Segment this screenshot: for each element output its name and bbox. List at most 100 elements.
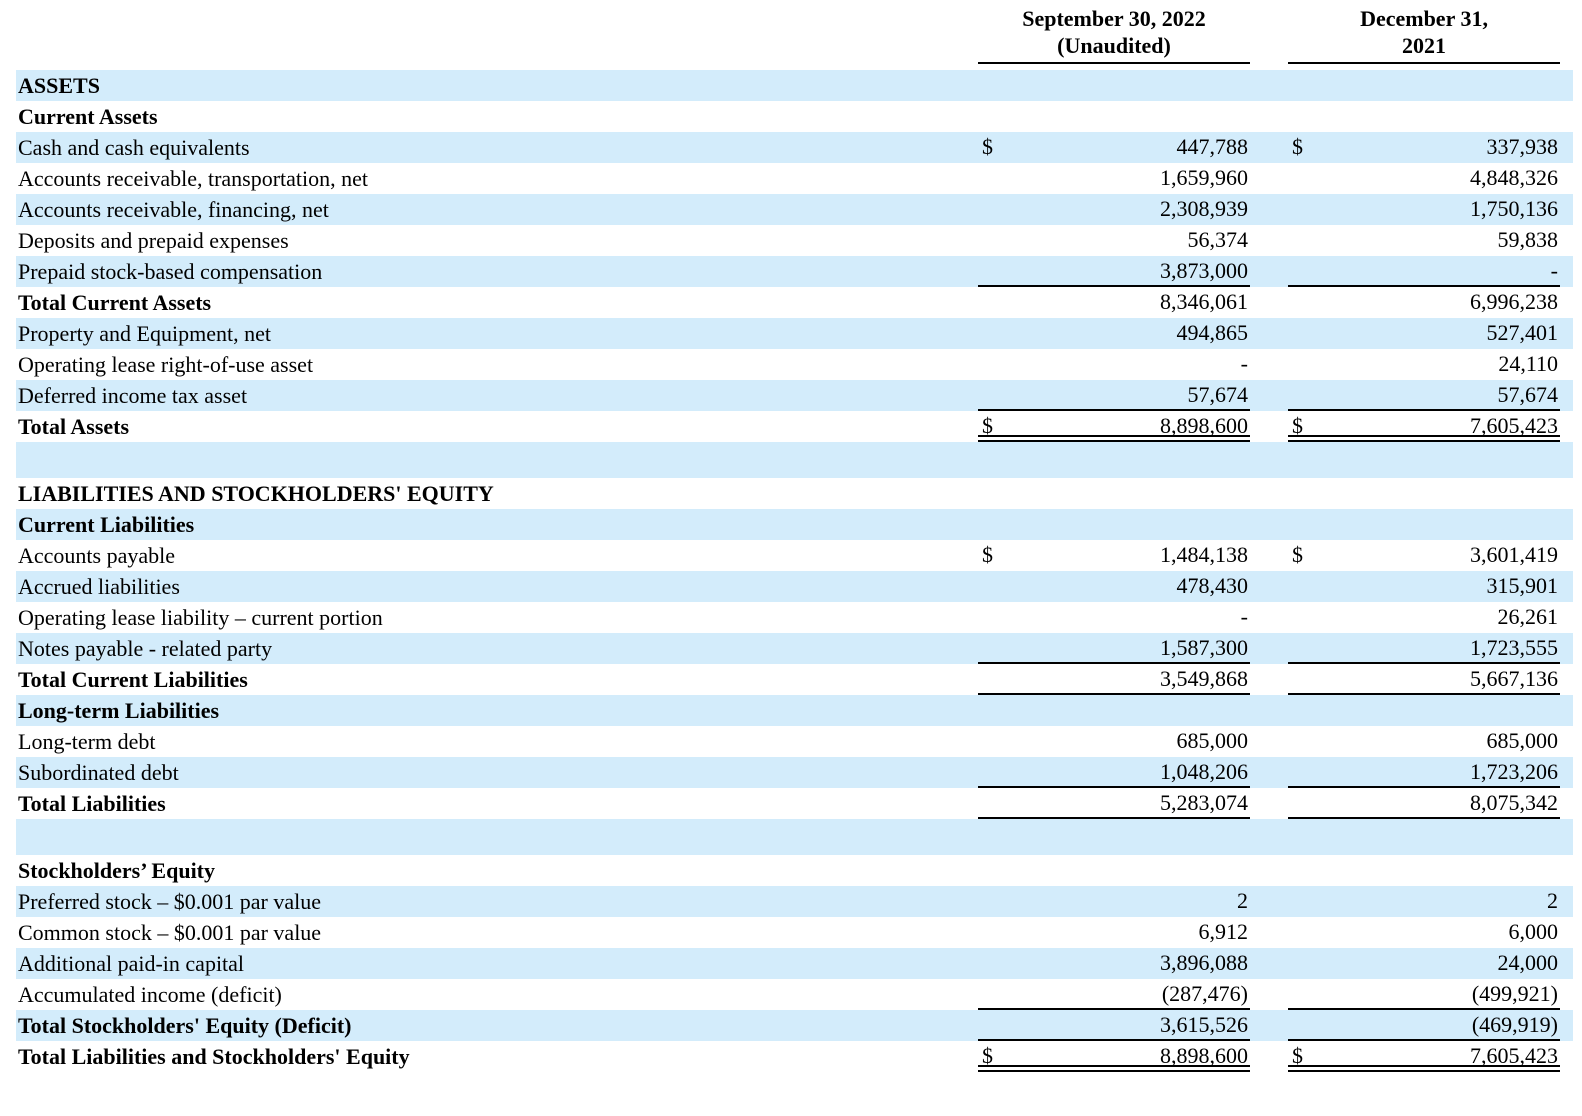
numeric-cell-col2: 1,723,555	[1288, 633, 1560, 664]
column-gap	[1250, 349, 1288, 380]
table-row: Cash and cash equivalents $447,788 $337,93…	[16, 132, 1573, 163]
value-col2	[1342, 442, 1560, 478]
numeric-cell-col1: 56,374	[978, 225, 1250, 256]
right-pad	[1560, 695, 1573, 726]
right-pad	[1560, 287, 1573, 318]
column-gap	[1250, 411, 1288, 442]
column-gap	[1250, 788, 1288, 819]
value-col2	[1342, 695, 1560, 726]
numeric-cell-col1: 685,000	[978, 726, 1250, 757]
column-gap	[1250, 917, 1288, 948]
right-pad	[1560, 411, 1573, 442]
value-col2: -	[1550, 258, 1558, 283]
currency-symbol-col1	[978, 917, 1032, 948]
column-gap	[1250, 1041, 1288, 1072]
value-col2	[1342, 478, 1560, 509]
numeric-cell-col1	[978, 101, 1250, 132]
table-row: Current Assets	[16, 101, 1573, 132]
value-col1	[1032, 695, 1250, 726]
column-gap	[1250, 602, 1288, 633]
column-gap	[1250, 855, 1288, 886]
value-col2: 1,723,206	[1470, 759, 1558, 784]
currency-symbol-col1	[978, 571, 1032, 602]
numeric-cell-col2: (469,919)	[1288, 1010, 1560, 1041]
currency-symbol-col1	[978, 948, 1032, 979]
right-pad	[1560, 132, 1573, 163]
row-label: Total Liabilities	[18, 791, 166, 816]
numeric-cell-col2: 1,723,206	[1288, 757, 1560, 788]
row-label: Accrued liabilities	[18, 574, 180, 599]
currency-symbol-col2	[1288, 819, 1342, 855]
table-row: Accounts receivable, transportation, net…	[16, 163, 1573, 194]
right-pad	[1560, 194, 1573, 225]
column-gap	[1250, 318, 1288, 349]
currency-symbol-col2	[1288, 788, 1342, 817]
currency-symbol-col2	[1288, 855, 1342, 886]
numeric-cell-col1: 494,865	[978, 318, 1250, 349]
column-gap	[1250, 695, 1288, 726]
currency-symbol-col1	[978, 695, 1032, 726]
numeric-cell-col2: 527,401	[1288, 318, 1560, 349]
table-row: Total Current Liabilities 3,549,868 5,667,…	[16, 664, 1573, 695]
column-gap	[1250, 101, 1288, 132]
numeric-cell-col2: 24,110	[1288, 349, 1560, 380]
currency-symbol-col1	[978, 225, 1032, 256]
numeric-cell-col2	[1288, 695, 1560, 726]
numeric-cell-col1: -	[978, 349, 1250, 380]
table-row: Total Stockholders' Equity (Deficit) 3,61…	[16, 1010, 1573, 1041]
currency-symbol-col1	[978, 509, 1032, 540]
currency-symbol-col2	[1288, 478, 1342, 509]
numeric-cell-col1: 3,615,526	[978, 1010, 1250, 1041]
column-gap	[1250, 540, 1288, 571]
currency-symbol-col1: $	[982, 1043, 993, 1068]
value-col1: 3,549,868	[1160, 666, 1248, 691]
numeric-cell-col2: 5,667,136	[1288, 664, 1560, 695]
row-label: Long-term Liabilities	[18, 698, 220, 723]
numeric-cell-col2: $7,605,423	[1288, 411, 1560, 442]
row-label: Property and Equipment, net	[18, 321, 271, 346]
table-row: Subordinated debt 1,048,206 1,723,206	[16, 757, 1573, 788]
value-col2: 3,601,419	[1470, 542, 1558, 567]
table-body: ASSETS Current Assets Cash and cash equiva…	[16, 70, 1573, 1072]
column-gap	[1250, 287, 1288, 318]
numeric-cell-col2	[1288, 70, 1560, 101]
value-col1: 5,283,074	[1160, 790, 1248, 815]
numeric-cell-col2	[1288, 101, 1560, 132]
currency-symbol-col1	[978, 349, 1032, 380]
right-pad	[1560, 757, 1573, 788]
currency-symbol-col1	[978, 287, 1032, 318]
value-col2: 24,110	[1498, 351, 1558, 376]
table-row: Operating lease liability – current port…	[16, 602, 1573, 633]
row-label: Total Stockholders' Equity (Deficit)	[18, 1013, 352, 1038]
currency-symbol-col2	[1288, 886, 1342, 917]
table-row: Total Liabilities 5,283,074 8,075,342	[16, 788, 1573, 819]
numeric-cell-col2: (499,921)	[1288, 979, 1560, 1010]
row-label: Accumulated income (deficit)	[18, 982, 282, 1007]
column-gap	[1250, 633, 1288, 664]
column-gap	[1250, 979, 1288, 1010]
currency-symbol-col1	[978, 101, 1032, 132]
currency-symbol-col2	[1288, 695, 1342, 726]
column-gap	[1250, 225, 1288, 256]
currency-symbol-col2	[1288, 602, 1342, 633]
column-gap	[1250, 256, 1288, 287]
currency-symbol-col1	[978, 256, 1032, 285]
table-row: Long-term Liabilities	[16, 695, 1573, 726]
currency-symbol-col1	[978, 602, 1032, 633]
currency-symbol-col1	[978, 819, 1032, 855]
right-pad	[1560, 664, 1573, 695]
column-header-line2: 2021	[1402, 33, 1446, 58]
numeric-cell-col2: 1,750,136	[1288, 194, 1560, 225]
currency-symbol-col2	[1288, 917, 1342, 948]
value-col1: 478,430	[1176, 573, 1249, 598]
column-gap	[1250, 442, 1288, 478]
currency-symbol-col1	[978, 163, 1032, 194]
currency-symbol-col2	[1288, 571, 1342, 602]
numeric-cell-col2	[1288, 478, 1560, 509]
value-col2: 59,838	[1497, 227, 1559, 252]
column-gap	[1250, 757, 1288, 788]
table-row: Stockholders’ Equity	[16, 855, 1573, 886]
table-row: Common stock – $0.001 par value 6,912 6,00…	[16, 917, 1573, 948]
numeric-cell-col1: $447,788	[978, 132, 1250, 163]
